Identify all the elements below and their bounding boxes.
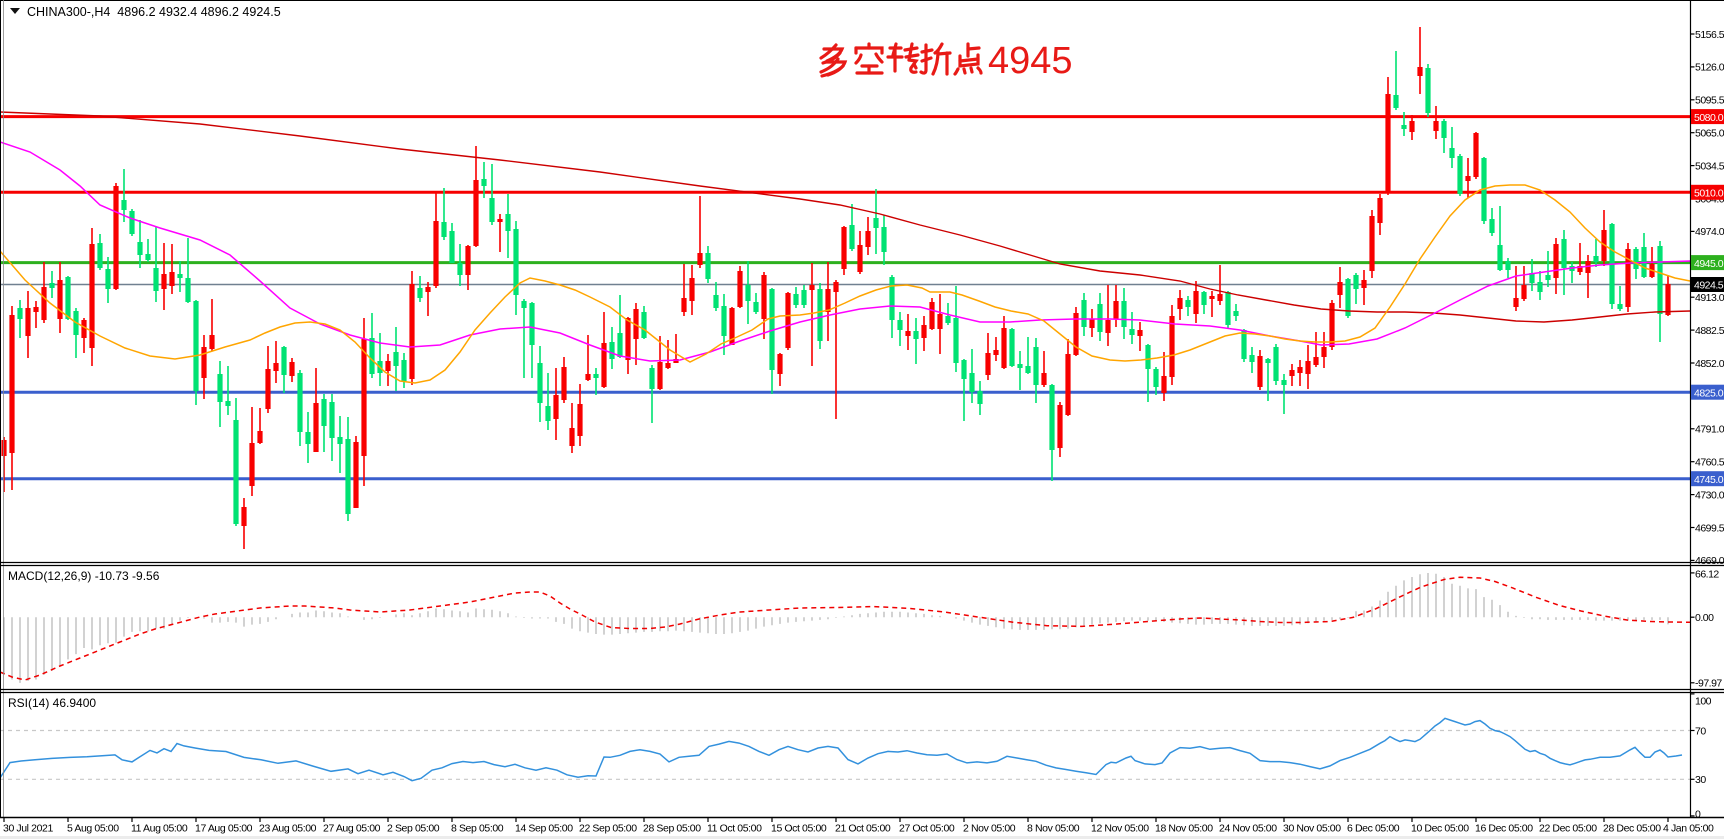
svg-text:4852.0: 4852.0 [1695, 358, 1724, 370]
svg-text:8 Nov 05:00: 8 Nov 05:00 [1027, 823, 1080, 835]
svg-text:2 Sep 05:00: 2 Sep 05:00 [387, 823, 440, 835]
svg-text:5010.0: 5010.0 [1694, 188, 1724, 200]
svg-text:4760.5: 4760.5 [1695, 457, 1724, 469]
svg-text:4791.0: 4791.0 [1695, 424, 1724, 436]
svg-text:12 Nov 05:00: 12 Nov 05:00 [1091, 823, 1149, 835]
svg-text:4882.5: 4882.5 [1695, 325, 1724, 337]
svg-text:4945: 4945 [988, 40, 1073, 82]
svg-text:4825.0: 4825.0 [1694, 387, 1724, 399]
svg-text:27 Aug 05:00: 27 Aug 05:00 [323, 823, 381, 835]
svg-text:5156.5: 5156.5 [1695, 29, 1724, 41]
svg-text:16 Dec 05:00: 16 Dec 05:00 [1475, 823, 1533, 835]
svg-text:28 Dec 05:00: 28 Dec 05:00 [1603, 823, 1661, 835]
svg-text:5065.0: 5065.0 [1695, 128, 1724, 140]
svg-text:4974.0: 4974.0 [1695, 226, 1724, 238]
svg-text:5 Aug 05:00: 5 Aug 05:00 [67, 823, 119, 835]
svg-text:RSI(14) 46.9400: RSI(14) 46.9400 [8, 696, 96, 710]
svg-text:18 Nov 05:00: 18 Nov 05:00 [1155, 823, 1213, 835]
svg-text:5095.5: 5095.5 [1695, 95, 1724, 107]
svg-text:5034.5: 5034.5 [1695, 160, 1724, 172]
svg-text:28 Sep 05:00: 28 Sep 05:00 [643, 823, 701, 835]
svg-text:30 Nov 05:00: 30 Nov 05:00 [1283, 823, 1341, 835]
svg-text:70: 70 [1695, 725, 1706, 737]
svg-text:30: 30 [1695, 774, 1706, 786]
svg-text:100: 100 [1695, 695, 1712, 707]
svg-text:6 Dec 05:00: 6 Dec 05:00 [1347, 823, 1400, 835]
svg-text:17 Aug 05:00: 17 Aug 05:00 [195, 823, 253, 835]
svg-text:0: 0 [1695, 808, 1701, 820]
svg-text:66.12: 66.12 [1695, 568, 1719, 580]
svg-text:4945.0: 4945.0 [1694, 258, 1724, 270]
svg-text:4924.5: 4924.5 [1694, 280, 1724, 292]
svg-text:CHINA300-,H4 4896.2 4932.4 48: CHINA300-,H4 4896.2 4932.4 4896.2 4924.5 [27, 5, 281, 19]
svg-text:5080.0: 5080.0 [1694, 112, 1724, 124]
svg-text:5126.0: 5126.0 [1695, 62, 1724, 74]
svg-text:-97.97: -97.97 [1695, 678, 1722, 690]
svg-text:10 Dec 05:00: 10 Dec 05:00 [1411, 823, 1469, 835]
svg-text:0.00: 0.00 [1695, 612, 1714, 624]
svg-text:24 Nov 05:00: 24 Nov 05:00 [1219, 823, 1277, 835]
svg-text:27 Oct 05:00: 27 Oct 05:00 [899, 823, 955, 835]
svg-text:4730.0: 4730.0 [1695, 489, 1724, 501]
svg-text:2 Nov 05:00: 2 Nov 05:00 [963, 823, 1016, 835]
svg-text:22 Dec 05:00: 22 Dec 05:00 [1539, 823, 1597, 835]
svg-text:MACD(12,26,9) -10.73 -9.56: MACD(12,26,9) -10.73 -9.56 [8, 569, 160, 583]
svg-text:4913.0: 4913.0 [1695, 292, 1724, 304]
svg-text:14 Sep 05:00: 14 Sep 05:00 [515, 823, 573, 835]
svg-text:11 Aug 05:00: 11 Aug 05:00 [131, 823, 188, 835]
svg-text:23 Aug 05:00: 23 Aug 05:00 [259, 823, 317, 835]
svg-text:4699.5: 4699.5 [1695, 522, 1724, 534]
svg-text:22 Sep 05:00: 22 Sep 05:00 [579, 823, 637, 835]
svg-text:4745.0: 4745.0 [1694, 474, 1724, 486]
svg-text:8 Sep 05:00: 8 Sep 05:00 [451, 823, 504, 835]
svg-text:15 Oct 05:00: 15 Oct 05:00 [771, 823, 827, 835]
svg-text:11 Oct 05:00: 11 Oct 05:00 [707, 823, 762, 835]
svg-text:21 Oct 05:00: 21 Oct 05:00 [835, 823, 891, 835]
svg-text:4669.0: 4669.0 [1695, 555, 1724, 567]
svg-text:4 Jan 05:00: 4 Jan 05:00 [1663, 823, 1714, 835]
svg-text:30 Jul 2021: 30 Jul 2021 [3, 823, 53, 835]
